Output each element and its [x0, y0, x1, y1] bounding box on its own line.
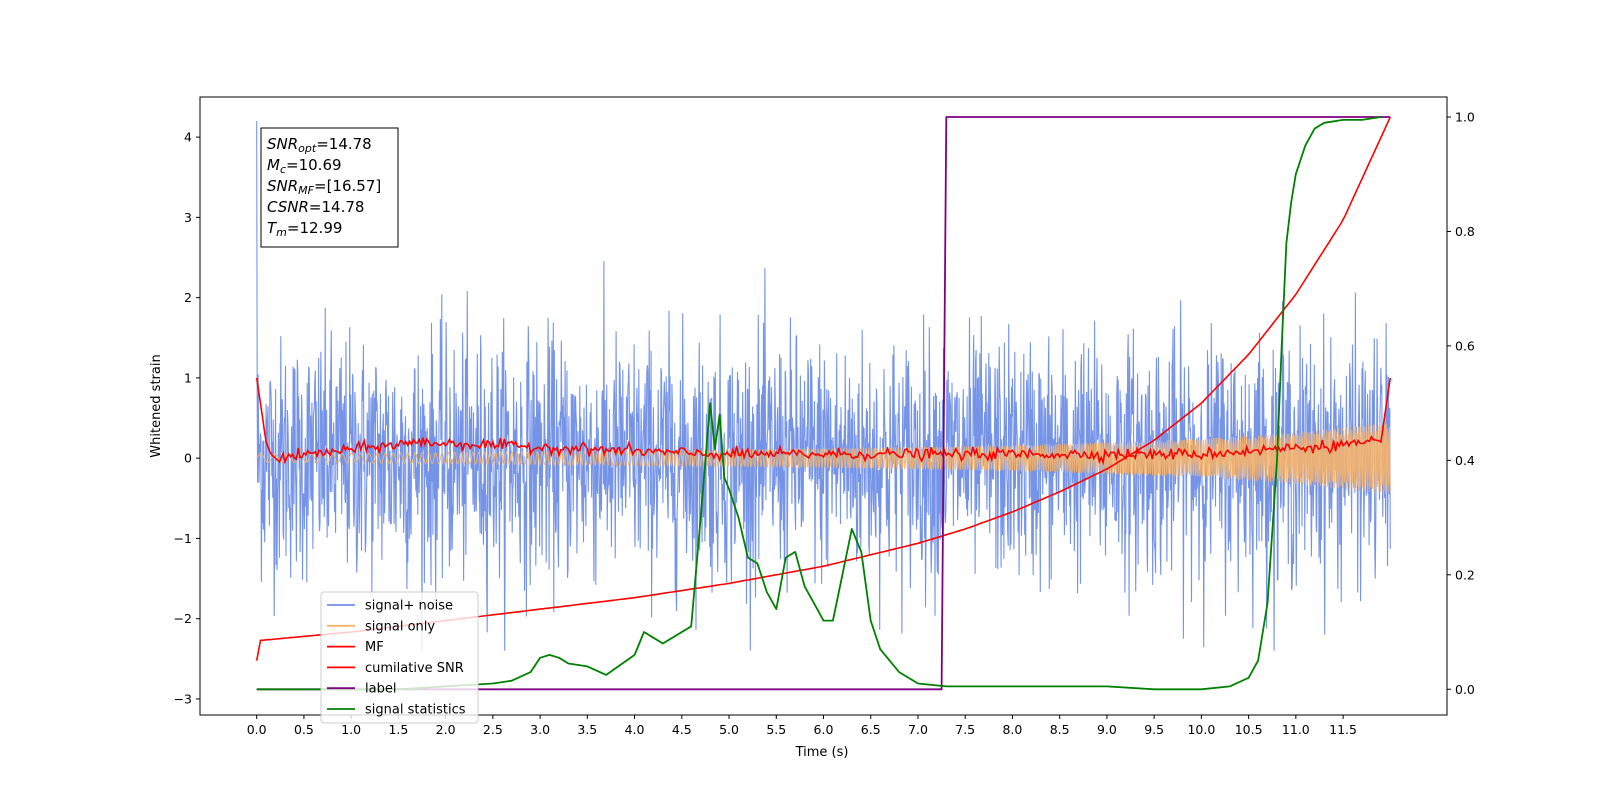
legend-label: cumilative SNR [365, 661, 464, 676]
y-axis-left: −3 −2 −1 0 1 2 3 4 [174, 130, 200, 706]
x-tick-label: 10.0 [1187, 722, 1215, 737]
x-tick-label: 9.5 [1144, 722, 1164, 737]
x-axis: 0.0 0.5 1.0 1.5 2.0 2.5 3.0 3.5 4.0 4.5 5.0 5.5 6.0 6… [247, 715, 1357, 737]
x-tick-label: 7.0 [908, 722, 928, 737]
annotation-line: Tm=12.99 [267, 219, 342, 239]
x-tick-label: 8.0 [1002, 722, 1022, 737]
series-cumulative-snr-line [255, 116, 1392, 661]
x-tick-label: 4.5 [672, 722, 692, 737]
y-tick-label: 3 [184, 210, 192, 225]
annotation-line: SNRopt=14.78 [267, 135, 372, 155]
y2-tick-label: 0.4 [1455, 453, 1475, 468]
series-signal-statistics-line [256, 116, 1382, 691]
x-tick-label: 3.0 [530, 722, 550, 737]
series-signal-noise-line [256, 121, 1391, 651]
x-tick-label: 10.5 [1235, 722, 1263, 737]
annotation-line: Mc=10.69 [267, 156, 342, 176]
x-tick-label: 11.0 [1282, 722, 1310, 737]
y-tick-label: −1 [174, 531, 192, 546]
legend-label: MF [365, 640, 384, 655]
y-axis-label: Whitened strain [149, 354, 164, 457]
series-label-line [256, 116, 1391, 691]
x-tick-label: 0.5 [294, 722, 314, 737]
annotation-line: SNRMF=[16.57] [267, 177, 381, 197]
y-tick-label: 4 [184, 130, 192, 145]
y2-tick-label: 0.8 [1455, 224, 1475, 239]
y2-tick-label: 1.0 [1455, 110, 1475, 125]
y2-tick-label: 0.0 [1455, 682, 1475, 697]
y-tick-label: −2 [174, 611, 192, 626]
annotation-line: CSNR=14.78 [267, 198, 364, 216]
legend-label: signal+ noise [365, 599, 453, 614]
x-tick-label: 4.0 [625, 722, 645, 737]
x-tick-label: 6.0 [814, 722, 834, 737]
x-tick-label: 5.5 [766, 722, 786, 737]
x-tick-label: 1.5 [388, 722, 408, 737]
y-tick-label: 0 [184, 451, 192, 466]
x-tick-label: 8.5 [1050, 722, 1070, 737]
x-tick-label: 7.5 [955, 722, 975, 737]
x-tick-label: 9.0 [1097, 722, 1117, 737]
annotation-box-frame [260, 127, 399, 248]
x-tick-label: 11.5 [1329, 722, 1357, 737]
legend-label: label [365, 682, 396, 697]
x-tick-label: 2.0 [436, 722, 456, 737]
legend: signal+ noise signal only MF cumilative SNR… [320, 591, 479, 724]
y2-tick-label: 0.2 [1455, 567, 1475, 582]
y-tick-label: 1 [184, 370, 192, 385]
series-mf-line [255, 377, 1392, 466]
y2-tick-label: 0.6 [1455, 338, 1475, 353]
x-tick-label: 2.5 [483, 722, 503, 737]
y-axis-right: 0.0 0.2 0.4 0.6 0.8 1.0 [1447, 110, 1475, 697]
legend-frame [320, 591, 479, 724]
x-tick-label: 1.0 [341, 722, 361, 737]
stats-annotation-box: SNRopt=14.78Mc=10.69SNRMF=[16.57]CSNR=14… [260, 127, 399, 248]
x-tick-label: 6.5 [861, 722, 881, 737]
legend-label: signal statistics [365, 703, 466, 718]
x-tick-label: 3.5 [577, 722, 597, 737]
x-axis-label: Time (s) [795, 745, 849, 760]
y-tick-label: −3 [174, 691, 192, 706]
legend-label: signal only [365, 619, 435, 634]
x-tick-label: 5.0 [719, 722, 739, 737]
y-tick-label: 2 [184, 290, 192, 305]
x-tick-label: 0.0 [247, 722, 267, 737]
